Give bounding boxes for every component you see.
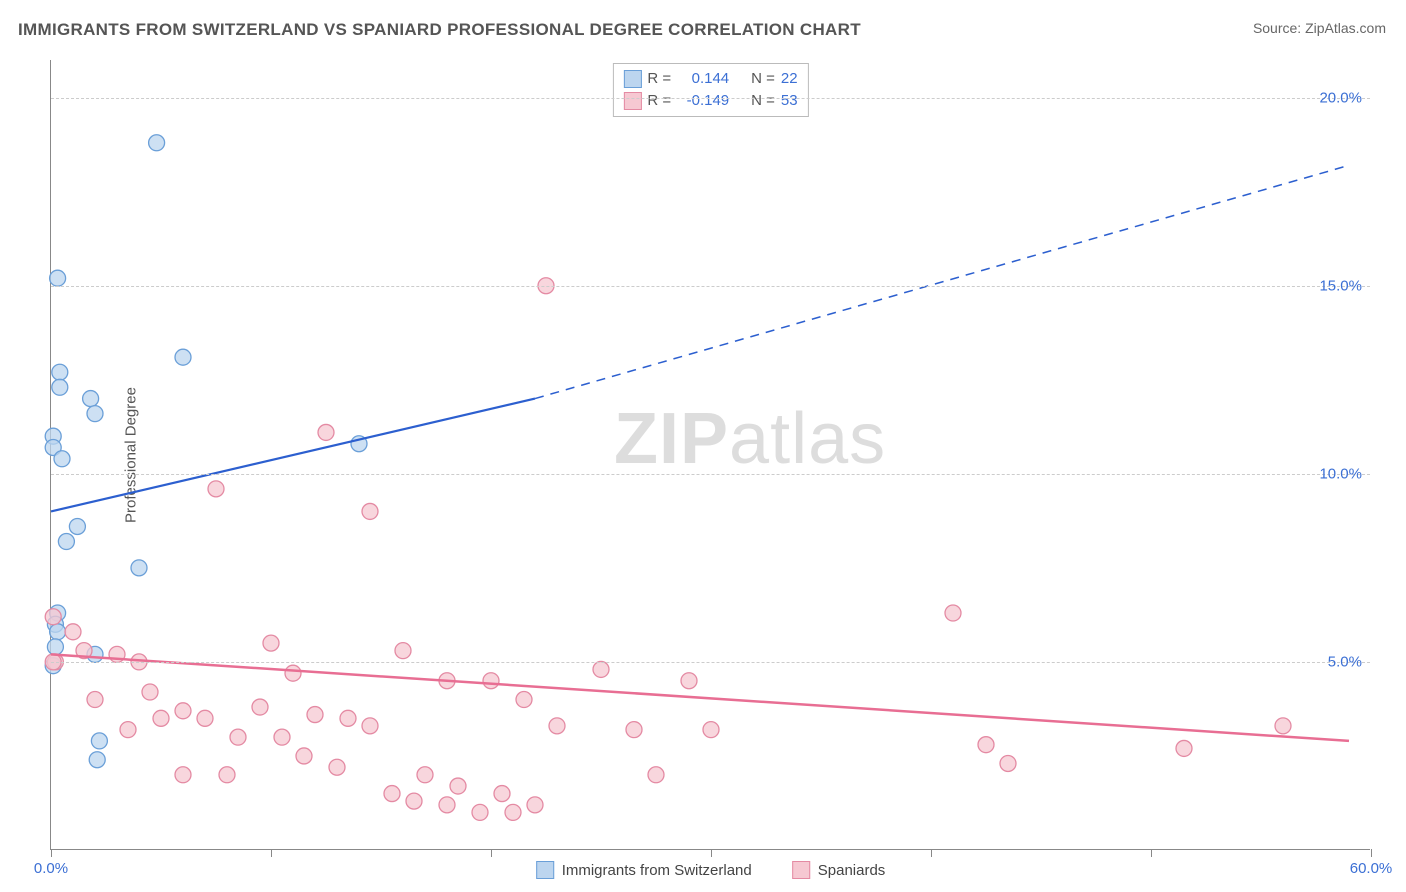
scatter-point: [516, 692, 532, 708]
scatter-point: [1275, 718, 1291, 734]
legend-swatch: [536, 861, 554, 879]
trend-line-dashed: [535, 165, 1349, 398]
scatter-point: [318, 424, 334, 440]
scatter-point: [472, 804, 488, 820]
y-tick-label: 10.0%: [1319, 465, 1362, 482]
scatter-point: [1176, 740, 1192, 756]
plot-area: Professional Degree ZIPatlas R =0.144N =…: [50, 60, 1370, 850]
scatter-point: [527, 797, 543, 813]
scatter-svg: [51, 60, 1370, 849]
scatter-point: [296, 748, 312, 764]
scatter-point: [494, 786, 510, 802]
scatter-point: [89, 752, 105, 768]
legend-swatch: [792, 861, 810, 879]
scatter-point: [362, 718, 378, 734]
scatter-point: [395, 643, 411, 659]
x-tick: [931, 849, 932, 857]
scatter-point: [45, 609, 61, 625]
scatter-point: [153, 710, 169, 726]
x-tick: [271, 849, 272, 857]
gridline-h: [51, 98, 1370, 99]
scatter-point: [52, 379, 68, 395]
scatter-point: [681, 673, 697, 689]
x-tick-label: 0.0%: [34, 860, 68, 877]
scatter-point: [83, 391, 99, 407]
scatter-point: [50, 624, 66, 640]
scatter-point: [450, 778, 466, 794]
legend-series-label: Spaniards: [818, 862, 886, 879]
x-tick: [491, 849, 492, 857]
scatter-point: [230, 729, 246, 745]
x-tick: [1151, 849, 1152, 857]
x-tick-label: 60.0%: [1350, 860, 1393, 877]
scatter-point: [340, 710, 356, 726]
scatter-point: [406, 793, 422, 809]
scatter-point: [91, 733, 107, 749]
scatter-point: [626, 722, 642, 738]
scatter-point: [549, 718, 565, 734]
x-tick: [711, 849, 712, 857]
scatter-point: [175, 767, 191, 783]
scatter-point: [175, 703, 191, 719]
scatter-point: [120, 722, 136, 738]
legend-series-item: Immigrants from Switzerland: [536, 861, 752, 879]
chart-title: IMMIGRANTS FROM SWITZERLAND VS SPANIARD …: [18, 20, 861, 40]
scatter-point: [417, 767, 433, 783]
scatter-point: [593, 661, 609, 677]
scatter-point: [219, 767, 235, 783]
gridline-h: [51, 474, 1370, 475]
scatter-point: [285, 665, 301, 681]
scatter-point: [439, 797, 455, 813]
scatter-point: [648, 767, 664, 783]
legend-series-label: Immigrants from Switzerland: [562, 862, 752, 879]
scatter-point: [142, 684, 158, 700]
scatter-point: [978, 737, 994, 753]
scatter-point: [703, 722, 719, 738]
scatter-point: [329, 759, 345, 775]
scatter-point: [945, 605, 961, 621]
legend-series: Immigrants from Switzerland Spaniards: [536, 861, 886, 879]
scatter-point: [47, 639, 63, 655]
scatter-point: [87, 406, 103, 422]
trend-line: [51, 399, 535, 512]
scatter-point: [50, 270, 66, 286]
scatter-point: [384, 786, 400, 802]
scatter-point: [197, 710, 213, 726]
scatter-point: [58, 534, 74, 550]
source-attribution: Source: ZipAtlas.com: [1253, 20, 1386, 36]
scatter-point: [307, 707, 323, 723]
x-tick: [51, 849, 52, 857]
y-tick-label: 5.0%: [1328, 653, 1362, 670]
y-tick-label: 20.0%: [1319, 89, 1362, 106]
scatter-point: [1000, 755, 1016, 771]
scatter-point: [54, 451, 70, 467]
trend-line: [51, 654, 1349, 741]
scatter-point: [274, 729, 290, 745]
scatter-point: [149, 135, 165, 151]
scatter-point: [175, 349, 191, 365]
scatter-point: [483, 673, 499, 689]
gridline-h: [51, 662, 1370, 663]
scatter-point: [263, 635, 279, 651]
legend-series-item: Spaniards: [792, 861, 886, 879]
y-tick-label: 15.0%: [1319, 277, 1362, 294]
scatter-point: [208, 481, 224, 497]
scatter-point: [69, 518, 85, 534]
scatter-point: [252, 699, 268, 715]
scatter-point: [362, 503, 378, 519]
scatter-point: [131, 560, 147, 576]
scatter-point: [505, 804, 521, 820]
scatter-point: [65, 624, 81, 640]
x-tick: [1371, 849, 1372, 857]
gridline-h: [51, 286, 1370, 287]
scatter-point: [87, 692, 103, 708]
scatter-point: [52, 364, 68, 380]
